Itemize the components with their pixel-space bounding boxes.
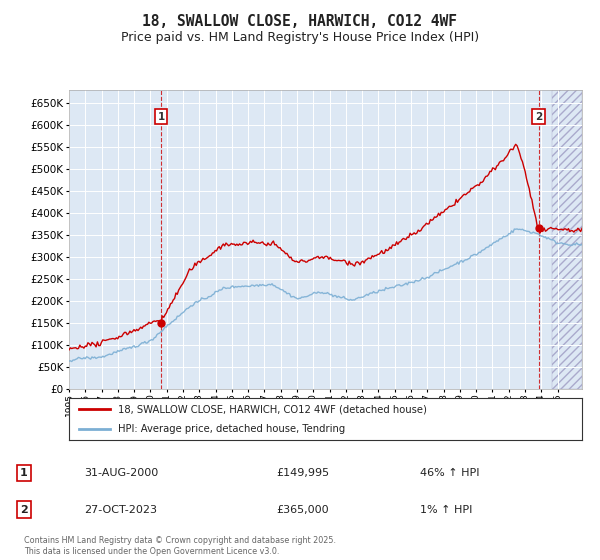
Text: HPI: Average price, detached house, Tendring: HPI: Average price, detached house, Tend… xyxy=(118,424,345,434)
Text: 27-OCT-2023: 27-OCT-2023 xyxy=(84,505,157,515)
Text: Contains HM Land Registry data © Crown copyright and database right 2025.
This d: Contains HM Land Registry data © Crown c… xyxy=(24,536,336,556)
Text: 1: 1 xyxy=(158,111,165,122)
Text: £149,995: £149,995 xyxy=(276,468,329,478)
Text: 46% ↑ HPI: 46% ↑ HPI xyxy=(420,468,479,478)
Text: 1: 1 xyxy=(20,468,28,478)
Text: 2: 2 xyxy=(20,505,28,515)
Text: 2: 2 xyxy=(535,111,542,122)
Text: 18, SWALLOW CLOSE, HARWICH, CO12 4WF (detached house): 18, SWALLOW CLOSE, HARWICH, CO12 4WF (de… xyxy=(118,404,427,414)
Text: Price paid vs. HM Land Registry's House Price Index (HPI): Price paid vs. HM Land Registry's House … xyxy=(121,31,479,44)
Text: 31-AUG-2000: 31-AUG-2000 xyxy=(84,468,158,478)
Text: 18, SWALLOW CLOSE, HARWICH, CO12 4WF: 18, SWALLOW CLOSE, HARWICH, CO12 4WF xyxy=(143,14,458,29)
Text: 1% ↑ HPI: 1% ↑ HPI xyxy=(420,505,472,515)
Text: £365,000: £365,000 xyxy=(276,505,329,515)
Bar xyxy=(552,90,582,389)
